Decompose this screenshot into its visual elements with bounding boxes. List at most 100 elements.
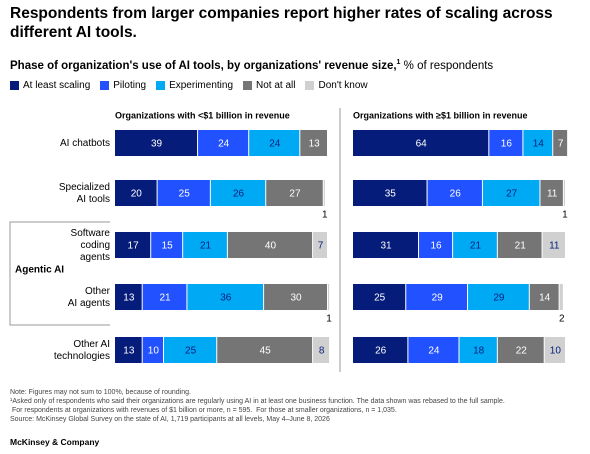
bar-segment (353, 180, 427, 206)
bar-segment (227, 232, 313, 258)
panel-title: Organizations with <$1 billion in revenu… (115, 110, 290, 120)
data-label: 14 (539, 293, 551, 304)
data-label: 2 (559, 314, 565, 325)
bar-segment (453, 232, 497, 258)
bar-segment (115, 130, 198, 156)
category-label: Other AI technologies (54, 339, 110, 362)
note-line: Note: Figures may not sum to 100%, becau… (10, 389, 191, 396)
bar-segment (313, 232, 327, 258)
bar-segment (497, 232, 542, 258)
bar-segment (249, 130, 300, 156)
bar-segment (482, 180, 540, 206)
bar-segment (151, 232, 183, 258)
data-label: 45 (260, 346, 272, 357)
subtitle-text: Phase of organization's use of AI tools,… (10, 59, 397, 72)
bar-segment (328, 284, 330, 310)
data-label: 22 (516, 346, 528, 357)
data-label: 30 (290, 293, 302, 304)
bar-segment (187, 284, 264, 310)
notes: Note: Figures may not sum to 100%, becau… (10, 388, 505, 424)
bar-segment (157, 180, 210, 206)
data-label: 14 (533, 139, 545, 150)
legend-swatch (156, 81, 166, 90)
bar-segment (542, 232, 565, 258)
bar-segment (353, 232, 419, 258)
bar-segment (142, 284, 187, 310)
legend-item: Piloting (100, 80, 146, 91)
data-label: 7 (318, 241, 324, 252)
category-label: AI chatbots (60, 138, 110, 149)
footnote-marker: 1 (396, 59, 401, 66)
legend-label: Not at all (256, 80, 296, 91)
legend-swatch (10, 81, 19, 90)
data-label: 40 (265, 241, 277, 252)
data-label: 24 (269, 139, 281, 150)
bar-segment (163, 337, 217, 363)
bar-segment (544, 337, 565, 363)
data-label: 21 (515, 241, 527, 252)
data-label: 21 (159, 293, 171, 304)
data-label: 11 (547, 189, 558, 200)
bar-segment (266, 180, 323, 206)
legend-item: Don't know (305, 80, 368, 91)
bar-segment (427, 180, 482, 206)
data-label: 13 (309, 139, 321, 150)
bar-segment (142, 337, 163, 363)
legend-label: Experimenting (169, 80, 233, 91)
data-label: 27 (289, 189, 301, 200)
bar-segment (523, 130, 553, 156)
bar-segment (115, 232, 151, 258)
data-label: 21 (200, 241, 212, 252)
legend-item: At least scaling (10, 80, 90, 91)
data-label: 20 (131, 189, 143, 200)
data-label: 8 (319, 346, 325, 357)
bar-segment (559, 284, 563, 310)
bar-segment (553, 130, 568, 156)
legend-label: Don't know (318, 80, 368, 91)
data-label: 39 (151, 139, 163, 150)
unit: % of respondents (403, 59, 494, 72)
bar-segment (300, 130, 327, 156)
category-label: Other AI agents (68, 286, 111, 309)
legend-swatch (305, 81, 315, 90)
data-label: 7 (558, 139, 564, 150)
bar-segment (353, 337, 408, 363)
subtitle: Phase of organization's use of AI tools,… (10, 59, 493, 72)
data-label: 10 (550, 346, 562, 357)
note-line: Source: McKinsey Global Survey on the st… (10, 416, 330, 423)
bar-segment (323, 180, 325, 206)
bar-segment (489, 130, 523, 156)
data-label: 11 (549, 241, 560, 252)
group-bracket (9, 221, 110, 326)
bar-segment (217, 337, 313, 363)
bar-segment (540, 180, 563, 206)
data-label: 16 (431, 241, 443, 252)
data-label: 26 (375, 346, 387, 357)
data-label: 31 (380, 241, 392, 252)
legend: At least scaling Piloting Experimenting Not… (10, 80, 368, 91)
legend-swatch (243, 81, 252, 90)
bar-segment (563, 180, 565, 206)
bar-segment (419, 232, 453, 258)
category-label: Software coding agents (71, 228, 111, 263)
data-label: 29 (432, 293, 444, 304)
data-label: 15 (162, 241, 174, 252)
data-label: 13 (123, 293, 135, 304)
legend-label: At least scaling (23, 80, 91, 91)
data-label: 25 (179, 189, 191, 200)
data-label: 1 (322, 210, 328, 221)
bar-segment (264, 284, 327, 310)
data-label: 24 (218, 139, 230, 150)
bar-segment (115, 284, 142, 310)
data-label: 36 (220, 293, 232, 304)
bar-segment (183, 232, 227, 258)
bar-segment (406, 284, 468, 310)
data-label: 27 (506, 189, 518, 200)
bar-segment (353, 130, 489, 156)
bar-segment (408, 337, 459, 363)
bar-segment (115, 180, 157, 206)
data-label: 18 (473, 346, 485, 357)
data-label: 17 (128, 241, 140, 252)
legend-item: Not at all (243, 80, 295, 91)
